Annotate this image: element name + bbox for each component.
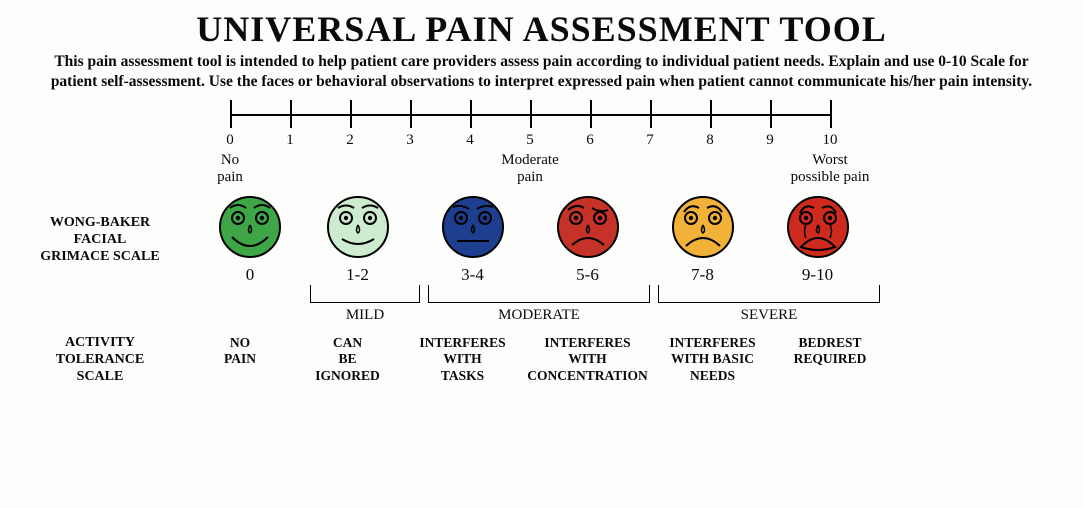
tick-10	[830, 100, 832, 128]
face-9-10: 9-10	[760, 195, 875, 285]
tick-num-8: 8	[706, 132, 714, 149]
ruler: 012345678910NopainModeratepainWorstpossi…	[230, 100, 830, 130]
tick-1	[290, 100, 292, 128]
activity-label: ACTIVITYTOLERANCESCALE	[20, 335, 190, 385]
wong-baker-label: WONG-BAKERFACIALGRIMACE SCALE	[20, 215, 190, 265]
tick-num-4: 4	[466, 132, 474, 149]
tick-num-3: 3	[406, 132, 414, 149]
face-range-3-4: 3-4	[415, 265, 530, 285]
tick-2	[350, 100, 352, 128]
activity-item-5: BEDRESTREQUIRED	[770, 335, 890, 384]
tick-num-5: 5	[526, 132, 534, 149]
face-range-9-10: 9-10	[760, 265, 875, 285]
tick-6	[590, 100, 592, 128]
severity-brackets: MILD MODERATE SEVERE	[200, 285, 1063, 327]
pain-assessment-tool: UNIVERSAL PAIN ASSESSMENT TOOL This pain…	[0, 0, 1083, 386]
bracket-label-moderate: MODERATE	[428, 307, 650, 324]
tick-num-7: 7	[646, 132, 654, 149]
anchor-5: Moderatepain	[501, 152, 558, 185]
tick-num-2: 2	[346, 132, 354, 149]
face-3-4: 3-4	[415, 195, 530, 285]
anchor-10: Worstpossible pain	[791, 152, 870, 185]
face-range-5-6: 5-6	[530, 265, 645, 285]
tick-num-9: 9	[766, 132, 774, 149]
face-5-6: 5-6	[530, 195, 645, 285]
tick-9	[770, 100, 772, 128]
activity-item-4: INTERFERESWITH BASICNEEDS	[655, 335, 770, 384]
face-7-8: 7-8	[645, 195, 760, 285]
numeric-scale: 0 1 2 3 4 5 6 7 8 9 10 Nopain Moderatepain Worstpossi…	[210, 100, 1023, 185]
tick-num-0: 0	[226, 132, 234, 149]
bracket-moderate: MODERATE	[428, 285, 650, 324]
tick-7	[650, 100, 652, 128]
page-title: UNIVERSAL PAIN ASSESSMENT TOOL	[20, 8, 1063, 50]
face-0: 0	[200, 195, 300, 285]
activity-item-2: INTERFERESWITHTASKS	[405, 335, 520, 384]
bracket-label-severe: SEVERE	[658, 307, 880, 324]
activity-item-0: NOPAIN	[190, 335, 290, 384]
bracket-severe: SEVERE	[658, 285, 880, 324]
tick-8	[710, 100, 712, 128]
bracket-label-mild: MILD	[310, 307, 420, 324]
subtitle: This pain assessment tool is intended to…	[20, 52, 1063, 92]
tick-num-6: 6	[586, 132, 594, 149]
activity-item-3: INTERFERESWITHCONCENTRATION	[520, 335, 655, 384]
tick-4	[470, 100, 472, 128]
face-range-1-2: 1-2	[300, 265, 415, 285]
tick-5	[530, 100, 532, 128]
bracket-mild: MILD	[310, 285, 420, 324]
face-range-7-8: 7-8	[645, 265, 760, 285]
tick-3	[410, 100, 412, 128]
activity-container: NOPAINCANBEIGNOREDINTERFERESWITHTASKSINT…	[190, 335, 1063, 384]
activity-row: ACTIVITYTOLERANCESCALE NOPAINCANBEIGNORE…	[20, 335, 1063, 385]
anchor-0: Nopain	[217, 152, 243, 185]
tick-0	[230, 100, 232, 128]
wong-baker-row: WONG-BAKERFACIALGRIMACE SCALE 0 1-2 3-4 …	[20, 195, 1063, 285]
activity-item-1: CANBEIGNORED	[290, 335, 405, 384]
faces-container: 0 1-2 3-4 5-6 7-8 9-10	[200, 195, 875, 285]
face-range-0: 0	[200, 265, 300, 285]
tick-num-1: 1	[286, 132, 294, 149]
tick-num-10: 10	[823, 132, 838, 149]
face-1-2: 1-2	[300, 195, 415, 285]
